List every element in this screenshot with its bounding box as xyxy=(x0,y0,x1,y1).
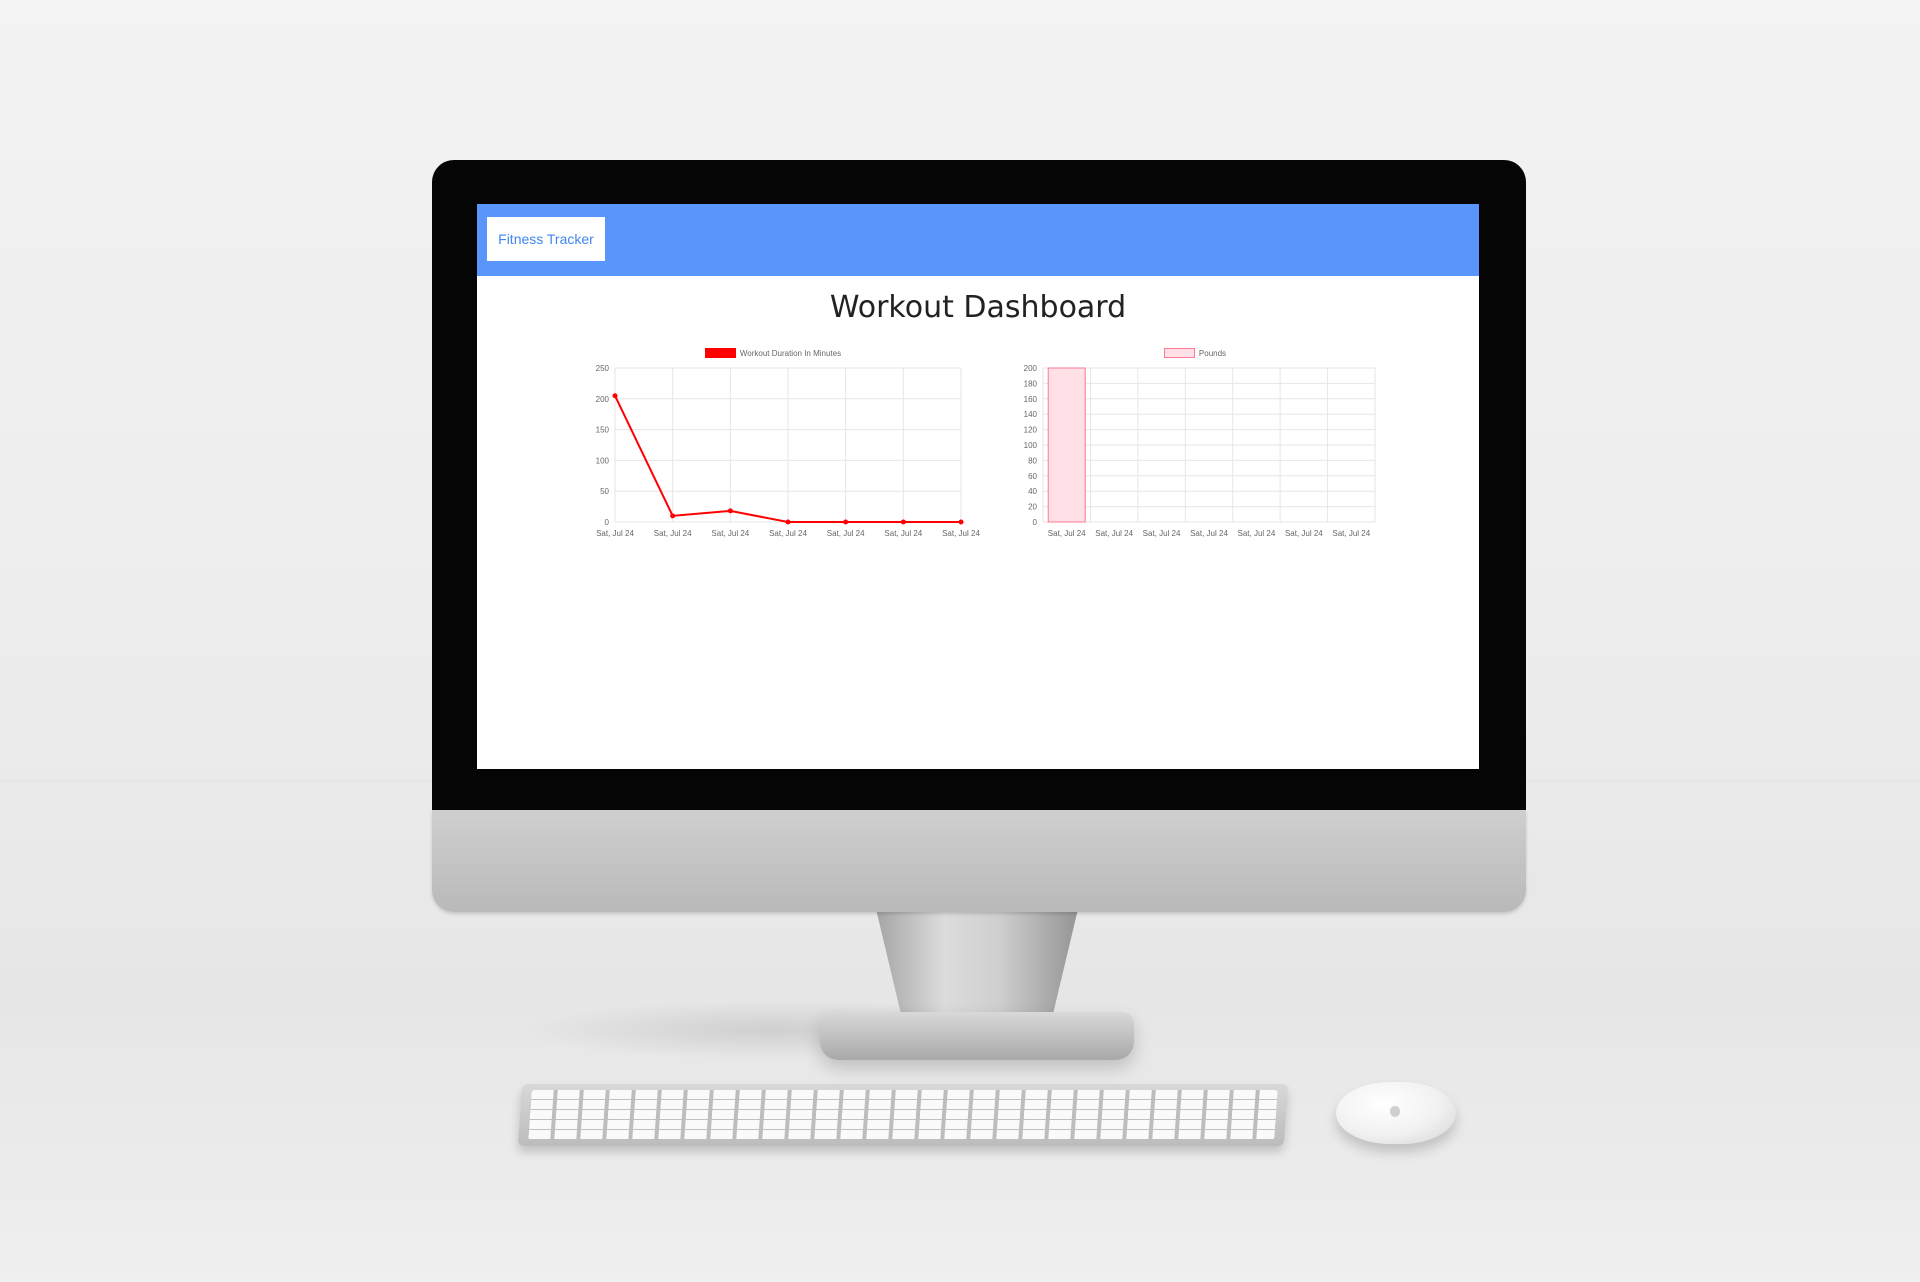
x-tick-label: Sat, Jul 24 xyxy=(1285,529,1323,538)
data-point xyxy=(670,513,676,519)
y-tick-label: 100 xyxy=(596,456,610,465)
y-tick-label: 200 xyxy=(596,395,610,404)
legend-swatch xyxy=(1163,348,1195,358)
x-tick-label: Sat, Jul 24 xyxy=(1332,529,1370,538)
x-tick-label: Sat, Jul 24 xyxy=(1048,529,1086,538)
keyboard xyxy=(517,1084,1289,1146)
brand-button[interactable]: Fitness Tracker xyxy=(487,217,605,261)
data-point xyxy=(785,519,791,525)
y-tick-label: 60 xyxy=(1028,472,1037,481)
monitor-stand-base xyxy=(820,1012,1134,1060)
x-tick-label: Sat, Jul 24 xyxy=(827,529,865,538)
data-point xyxy=(843,519,849,525)
monitor-screen: Fitness Tracker Workout Dashboard Workou… xyxy=(477,204,1479,769)
data-point xyxy=(900,519,906,525)
bar xyxy=(1047,367,1086,523)
line-chart-svg: 250 200 150 100 50 0 Sat, Jul 24 Sat, Jul 24 Sat… xyxy=(596,364,981,538)
chart-legend[interactable]: Workout Duration In Minutes xyxy=(577,348,969,358)
y-tick-label: 100 xyxy=(1024,441,1038,450)
legend-swatch xyxy=(704,348,736,358)
x-tick-label: Sat, Jul 24 xyxy=(769,529,807,538)
x-tick-label: Sat, Jul 24 xyxy=(884,529,922,538)
monitor-stand-neck xyxy=(876,912,1078,1022)
x-tick-label: Sat, Jul 24 xyxy=(1095,529,1133,538)
navbar: Fitness Tracker xyxy=(477,204,1479,276)
y-tick-label: 150 xyxy=(596,426,610,435)
y-tick-label: 140 xyxy=(1024,410,1038,419)
monitor-chin xyxy=(432,810,1526,912)
workout-duration-chart: Workout Duration In Minutes 250 200 150 100… xyxy=(577,344,981,544)
y-tick-label: 250 xyxy=(596,364,610,373)
legend-label: Pounds xyxy=(1198,348,1227,358)
y-tick-label: 20 xyxy=(1028,503,1037,512)
x-tick-label: Sat, Jul 24 xyxy=(1143,529,1181,538)
y-tick-label: 160 xyxy=(1024,395,1038,404)
y-tick-label: 120 xyxy=(1024,426,1038,435)
x-tick-label: Sat, Jul 24 xyxy=(1190,529,1228,538)
data-point xyxy=(612,393,618,399)
x-tick-label: Sat, Jul 24 xyxy=(942,529,980,538)
apple-logo-icon xyxy=(1390,1106,1400,1117)
y-tick-label: 180 xyxy=(1024,379,1038,388)
data-point xyxy=(958,519,964,525)
x-tick-label: Sat, Jul 24 xyxy=(711,529,749,538)
legend-label: Workout Duration In Minutes xyxy=(739,348,842,358)
y-tick-label: 50 xyxy=(600,487,609,496)
keyboard-keys xyxy=(528,1090,1278,1140)
x-tick-label: Sat, Jul 24 xyxy=(1238,529,1276,538)
y-tick-label: 200 xyxy=(1024,364,1038,373)
chart-legend[interactable]: Pounds xyxy=(1011,348,1379,358)
data-point xyxy=(727,508,733,514)
mouse xyxy=(1336,1082,1456,1144)
pounds-chart: Pounds 200 180 160 140 120 100 80 60 40 20 0 Sat, J… xyxy=(1011,344,1379,544)
y-tick-label: 0 xyxy=(605,518,610,527)
x-tick-label: Sat, Jul 24 xyxy=(596,529,634,538)
x-tick-label: Sat, Jul 24 xyxy=(654,529,692,538)
y-tick-label: 0 xyxy=(1033,518,1038,527)
y-tick-label: 40 xyxy=(1028,487,1037,496)
y-tick-label: 80 xyxy=(1028,456,1037,465)
page-title: Workout Dashboard xyxy=(829,290,1127,325)
